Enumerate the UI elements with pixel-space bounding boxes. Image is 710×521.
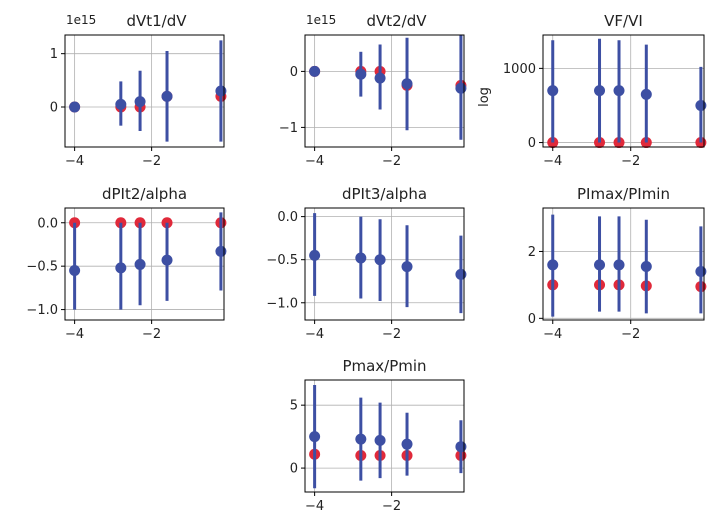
- data-point: [594, 85, 605, 96]
- y-tick-label: 0: [290, 462, 298, 477]
- subplot-5: −4 −2 0 2 PImax/PImin: [528, 185, 707, 342]
- subplot-2: −4 −2 0 1000 VF/VI log: [477, 12, 706, 169]
- x-tick-label: −2: [382, 499, 401, 514]
- data-point: [135, 259, 146, 270]
- data-point: [355, 434, 366, 445]
- data-point: [309, 250, 320, 261]
- axes-frame: [305, 208, 464, 320]
- data-point: [162, 255, 173, 266]
- x-tick-label: −2: [621, 154, 640, 169]
- data-point: [355, 69, 366, 80]
- data-point: [641, 261, 652, 272]
- y-tick-label: 0: [290, 65, 298, 80]
- data-point: [547, 85, 558, 96]
- subplot-title: PImax/PImin: [577, 185, 670, 203]
- data-point: [69, 265, 80, 276]
- x-tick-label: −4: [305, 499, 324, 514]
- data-point: [309, 66, 320, 77]
- subplot-0: −4 −2 0 1 dVt1/dV 1e15: [50, 12, 227, 169]
- axis-offset-text: 1e15: [306, 13, 336, 27]
- data-point: [115, 262, 126, 273]
- subplot-1: −4 −2 0 −1 dVt2/dV 1e15: [279, 12, 467, 169]
- data-point: [614, 85, 625, 96]
- subplot-title: dPIt3/alpha: [342, 185, 427, 203]
- data-point: [594, 259, 605, 270]
- data-point: [162, 91, 173, 102]
- data-point: [402, 78, 413, 89]
- data-point: [614, 259, 625, 270]
- axes-frame: [305, 380, 464, 492]
- subplot-3: −4 −2 0.0 −0.5 −1.0 dPIt2/alpha: [26, 185, 226, 342]
- data-point: [355, 252, 366, 263]
- data-point: [455, 441, 466, 452]
- subplot-title: Pmax/Pmin: [342, 357, 426, 375]
- data-point: [375, 73, 386, 84]
- data-point: [455, 83, 466, 94]
- x-tick-label: −2: [382, 327, 401, 342]
- y-tick-label: 0.0: [277, 210, 298, 225]
- x-tick-label: −4: [305, 154, 324, 169]
- data-point: [69, 102, 80, 113]
- x-tick-label: −2: [621, 327, 640, 342]
- x-tick-label: −2: [142, 327, 161, 342]
- y-tick-label: 5: [290, 399, 298, 414]
- y-tick-label: 0: [50, 101, 58, 116]
- data-point: [641, 89, 652, 100]
- x-tick-label: −4: [65, 327, 84, 342]
- y-tick-label: 0: [528, 136, 536, 151]
- y-tick-label: −0.5: [26, 260, 58, 275]
- y-tick-label: 1: [50, 47, 58, 62]
- data-point: [375, 435, 386, 446]
- y-tick-label: −1.0: [266, 296, 298, 311]
- subplot-title: VF/VI: [604, 12, 643, 30]
- y-tick-label: 1000: [503, 62, 536, 77]
- data-point: [402, 439, 413, 450]
- data-point: [309, 431, 320, 442]
- y-tick-label: 0.0: [37, 216, 58, 231]
- axis-offset-text: 1e15: [66, 13, 96, 27]
- y-tick-label: 2: [528, 245, 536, 260]
- x-tick-label: −4: [543, 327, 562, 342]
- data-point: [455, 269, 466, 280]
- subplot-6: −4 −2 0 5 Pmax/Pmin: [290, 357, 467, 514]
- x-tick-label: −4: [65, 154, 84, 169]
- axes-frame: [65, 35, 224, 147]
- data-point: [547, 259, 558, 270]
- subplot-title: dPIt2/alpha: [102, 185, 187, 203]
- x-tick-label: −2: [382, 154, 401, 169]
- subplot-title: dVt1/dV: [126, 12, 187, 30]
- data-point: [695, 100, 706, 111]
- y-axis-label: log: [477, 87, 492, 107]
- x-tick-label: −4: [543, 154, 562, 169]
- x-tick-label: −2: [142, 154, 161, 169]
- y-tick-label: −1: [279, 121, 298, 136]
- data-point: [695, 266, 706, 277]
- y-tick-label: −0.5: [266, 253, 298, 268]
- data-point: [375, 254, 386, 265]
- subplot-4: −4 −2 0.0 −0.5 −1.0 dPIt3/alpha: [266, 185, 466, 342]
- y-tick-label: −1.0: [26, 303, 58, 318]
- data-point: [135, 96, 146, 107]
- axes-frame: [305, 35, 464, 147]
- data-point: [402, 261, 413, 272]
- data-point: [215, 86, 226, 97]
- data-point: [115, 99, 126, 110]
- data-point: [215, 246, 226, 257]
- subplot-title: dVt2/dV: [366, 12, 427, 30]
- x-tick-label: −4: [305, 327, 324, 342]
- y-tick-label: 0: [528, 312, 536, 327]
